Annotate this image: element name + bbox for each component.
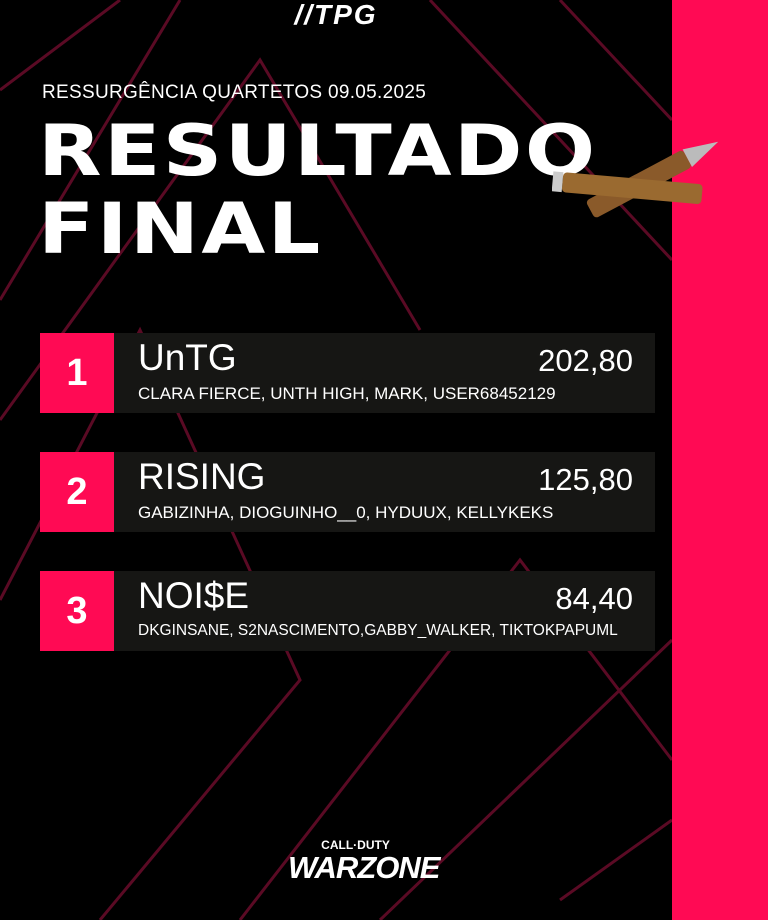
team-name: NOI$E: [138, 575, 250, 616]
team-players: CLARA FIERCE, UNTH HIGH, MARK, USER68452…: [138, 384, 556, 403]
rank-badge: 3: [40, 571, 114, 651]
result-row-1: 1 UnTG 202,80 CLARA FIERCE, UNTH HIGH, M…: [40, 333, 655, 413]
title-line-2: FINAL: [38, 188, 323, 270]
result-row-2: 2 RISING 125,80 GABIZINHA, DIOGUINHO__0,…: [40, 452, 655, 532]
bullets-icon: [552, 141, 719, 218]
rank-badge: 1: [40, 333, 114, 413]
team-players: GABIZINHA, DIOGUINHO__0, HYDUUX, KELLYKE…: [138, 503, 554, 522]
team-name: UnTG: [138, 337, 237, 378]
title-line-1: RESULTADO: [38, 110, 598, 192]
tpg-logo: //TPG: [294, 0, 378, 30]
team-score: 202,80: [538, 343, 633, 378]
warzone-logo: CALL·DUTY WARZONE: [288, 838, 440, 885]
result-row-3: 3 NOI$E 84,40 DKGINSANE, S2NASCIMENTO,GA…: [40, 571, 655, 651]
page-title: RESULTADO FINAL: [38, 112, 597, 268]
logo-bottom-text: WARZONE: [288, 850, 440, 885]
team-players: DKGINSANE, S2NASCIMENTO,GABBY_WALKER, TI…: [138, 622, 618, 639]
event-subtitle: RESSURGÊNCIA QUARTETOS 09.05.2025: [42, 82, 427, 103]
team-name: RISING: [138, 456, 266, 497]
rank-badge: 2: [40, 452, 114, 532]
team-score: 84,40: [555, 581, 633, 616]
team-score: 125,80: [538, 462, 633, 497]
logo-top-text: CALL·DUTY: [321, 838, 390, 852]
